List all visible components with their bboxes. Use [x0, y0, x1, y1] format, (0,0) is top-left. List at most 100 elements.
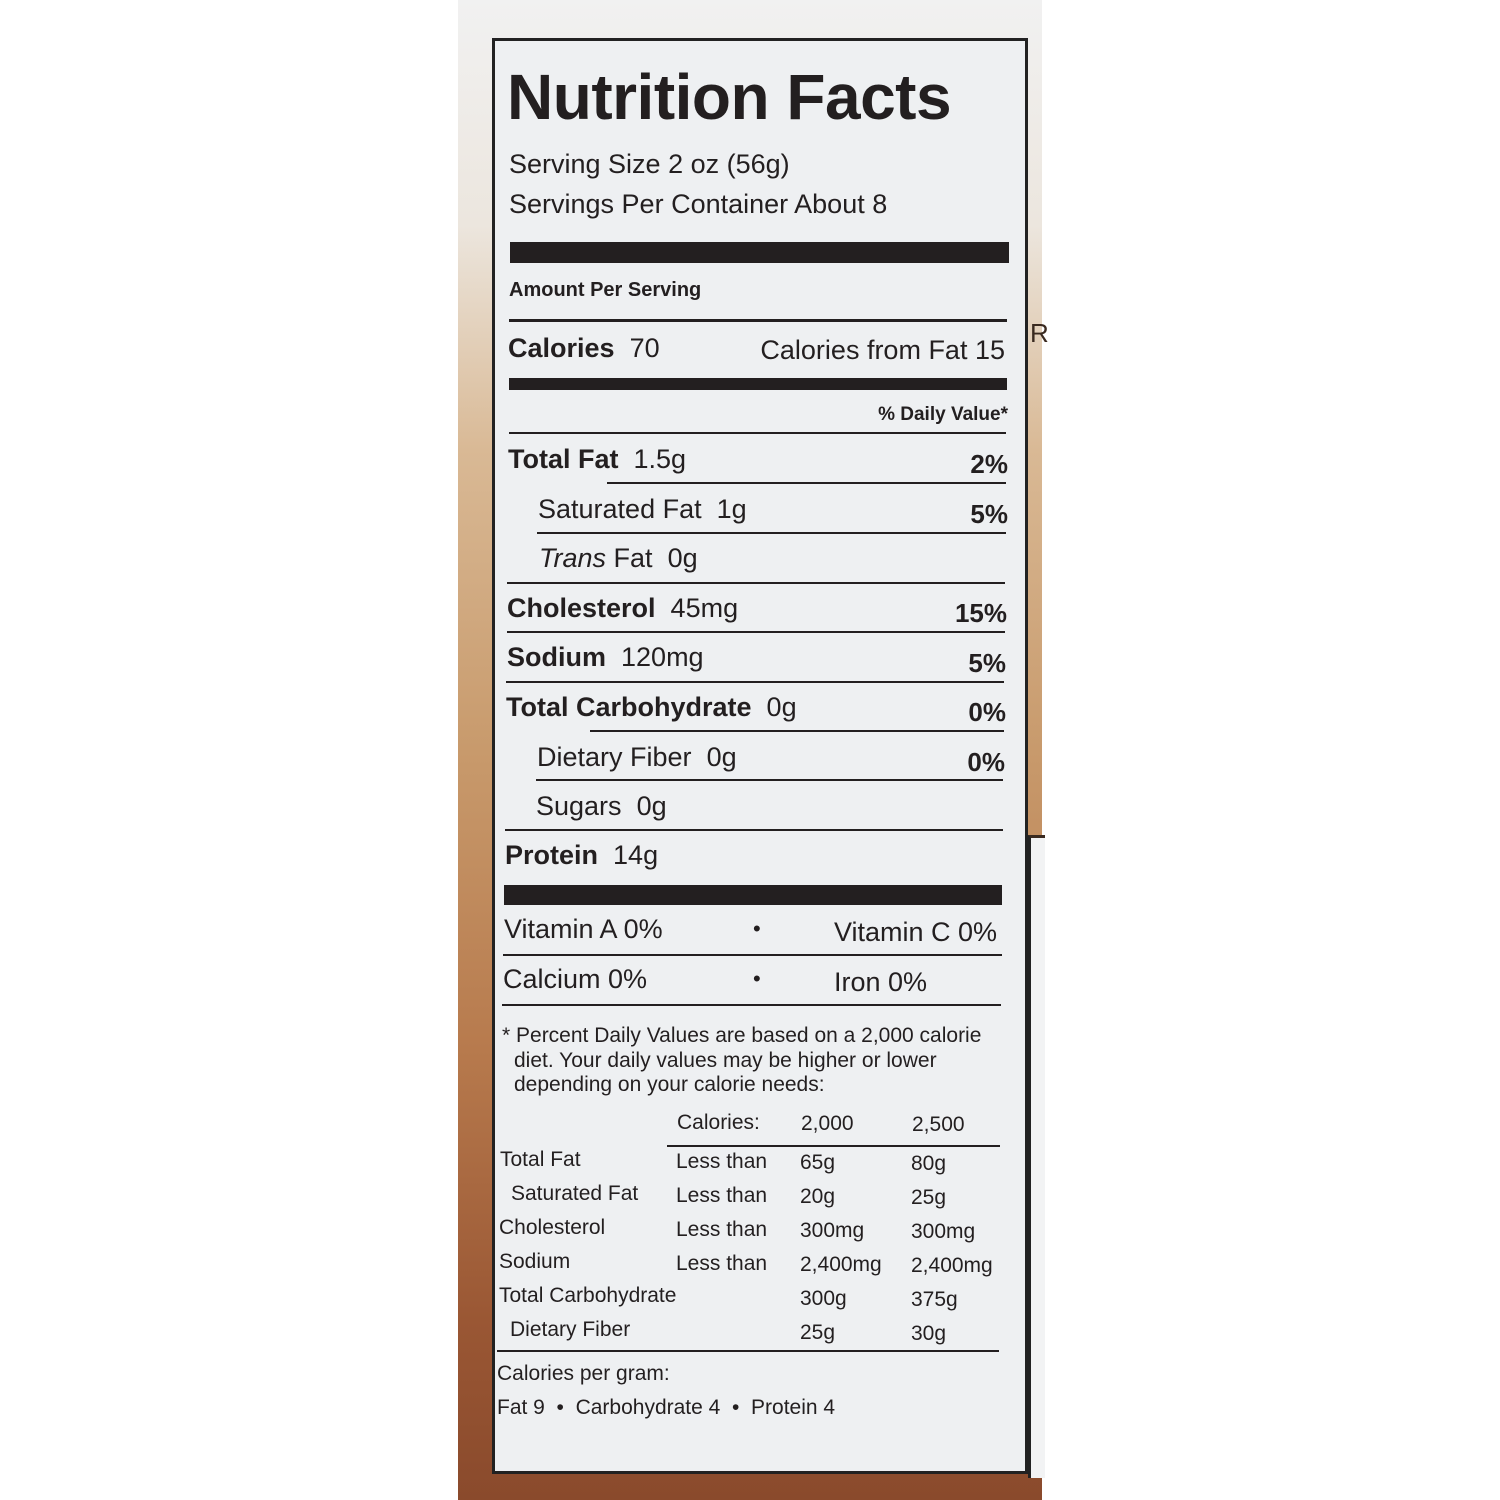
footnote-line: diet. Your daily values may be higher or…	[514, 1049, 937, 1072]
package-side-text: R	[1030, 318, 1049, 348]
vitamin-c: Vitamin C 0%	[834, 917, 998, 947]
divider	[505, 829, 1003, 831]
daily-value-header: % Daily Value*	[878, 404, 1008, 425]
dv-cell: 375g	[911, 1288, 958, 1311]
nutrient-dv: 0%	[967, 747, 1005, 777]
nutrient-label: Total Fat	[508, 444, 619, 474]
nutrient-label: Protein	[505, 840, 599, 870]
thick-divider	[510, 242, 1009, 263]
calcium: Calcium 0%	[503, 964, 648, 994]
footnote-line: * Percent Daily Values are based on a 2,…	[502, 1024, 982, 1047]
nutrient-dv: 0%	[968, 697, 1006, 727]
dv-cell: 300mg	[800, 1219, 865, 1242]
calories-from-fat: Calories from Fat 15	[760, 335, 1005, 365]
nutrient-label: Trans	[539, 543, 607, 573]
divider	[507, 582, 1005, 584]
dv-cell: Less than	[676, 1218, 768, 1241]
package-side-panel	[1028, 835, 1045, 1478]
servings-per-container: Servings Per Container About 8	[509, 189, 888, 219]
dv-cell: 20g	[800, 1185, 836, 1208]
nutrient-dv: 15%	[954, 598, 1007, 628]
nutrient-row-total-fat: Total Fat 1.5g	[508, 444, 686, 475]
dv-cell: Dietary Fiber	[510, 1318, 631, 1341]
nutrient-amount: 0g	[667, 543, 698, 573]
nutrition-facts-label	[492, 38, 1028, 1474]
calories-per-gram-label: Calories per gram:	[497, 1362, 670, 1385]
fat-per-gram: Fat 9	[497, 1396, 545, 1419]
divider	[607, 482, 1006, 484]
nutrient-label: Sugars	[536, 791, 622, 821]
divider	[537, 532, 1006, 534]
nutrient-amount: 0g	[766, 692, 797, 722]
calories-value: 70	[629, 333, 660, 363]
nutrient-label: Fat	[613, 543, 653, 573]
divider	[502, 1004, 1001, 1006]
nutrient-label: Saturated Fat	[538, 494, 702, 524]
dv-cell: Less than	[676, 1184, 768, 1207]
amount-per-serving: Amount Per Serving	[509, 279, 702, 301]
nutrient-row-sodium: Sodium 120mg	[507, 642, 704, 673]
calories-label: Calories	[508, 333, 615, 363]
iron: Iron 0%	[834, 967, 928, 997]
nutrient-amount: 120mg	[621, 642, 704, 672]
dv-cell: Less than	[676, 1252, 768, 1275]
calories-row: Calories 70	[508, 333, 660, 364]
nutrient-row-dietary-fiber: Dietary Fiber 0g	[537, 742, 737, 773]
dv-table-header: 2,500	[912, 1113, 965, 1136]
dv-cell: 300mg	[911, 1220, 976, 1243]
dv-cell: Less than	[676, 1150, 768, 1173]
nutrient-label: Total Carbohydrate	[506, 692, 752, 722]
carb-per-gram: Carbohydrate 4	[575, 1396, 721, 1419]
nutrient-row-trans-fat: Trans Fat 0g	[539, 543, 698, 574]
protein-per-gram: Protein 4	[751, 1396, 836, 1419]
nutrient-dv: 2%	[970, 449, 1008, 479]
divider	[590, 730, 1004, 732]
dv-cell: 30g	[911, 1322, 947, 1345]
dv-table-header: Calories:	[677, 1111, 760, 1134]
divider	[506, 681, 1004, 683]
nutrient-dv: 5%	[970, 499, 1008, 529]
dv-cell: Saturated Fat	[511, 1182, 639, 1205]
nutrient-label: Cholesterol	[507, 593, 656, 623]
divider	[509, 319, 1007, 322]
nutrient-amount: 14g	[613, 840, 659, 870]
calories-per-gram-values: Fat 9 • Carbohydrate 4 • Protein 4	[497, 1396, 835, 1420]
bullet: •	[753, 916, 761, 941]
nutrient-row-total-carbohydrate: Total Carbohydrate 0g	[506, 692, 797, 723]
dv-cell: 2,400mg	[800, 1253, 882, 1276]
dv-cell: Sodium	[499, 1250, 571, 1273]
dv-cell: 65g	[800, 1151, 836, 1174]
thick-divider	[504, 885, 1002, 905]
divider	[667, 1145, 1000, 1147]
dv-cell: 2,400mg	[911, 1254, 993, 1277]
nutrient-row-saturated-fat: Saturated Fat 1g	[538, 494, 747, 525]
dv-cell: 25g	[800, 1321, 836, 1344]
nutrient-amount: 45mg	[670, 593, 739, 623]
nutrient-label: Dietary Fiber	[537, 742, 692, 772]
label-title: Nutrition Facts	[507, 61, 952, 133]
divider	[536, 779, 1003, 781]
nutrient-label: Sodium	[507, 642, 606, 672]
dv-cell: 25g	[911, 1186, 947, 1209]
dv-cell: Cholesterol	[499, 1216, 606, 1239]
bullet: •	[556, 1396, 564, 1419]
dv-table-header: 2,000	[801, 1112, 854, 1135]
vitamin-a: Vitamin A 0%	[504, 914, 663, 944]
dv-cell: 80g	[911, 1152, 947, 1175]
dv-cell: 300g	[800, 1287, 847, 1310]
divider	[497, 1350, 999, 1352]
serving-size: Serving Size 2 oz (56g)	[509, 149, 790, 179]
nutrient-amount: 0g	[636, 791, 667, 821]
dv-cell: Total Fat	[500, 1148, 581, 1171]
divider	[503, 954, 1002, 956]
nutrient-row-sugars: Sugars 0g	[536, 791, 667, 822]
nutrient-row-protein: Protein 14g	[505, 840, 658, 871]
nutrient-amount: 1g	[716, 494, 747, 524]
bullet: •	[732, 1396, 740, 1419]
nutrient-dv: 5%	[968, 648, 1006, 678]
footnote-line: depending on your calorie needs:	[514, 1073, 825, 1096]
nutrient-row-cholesterol: Cholesterol 45mg	[507, 593, 738, 624]
dv-cell: Total Carbohydrate	[499, 1284, 677, 1307]
thick-divider	[509, 378, 1007, 390]
divider	[509, 432, 1006, 434]
